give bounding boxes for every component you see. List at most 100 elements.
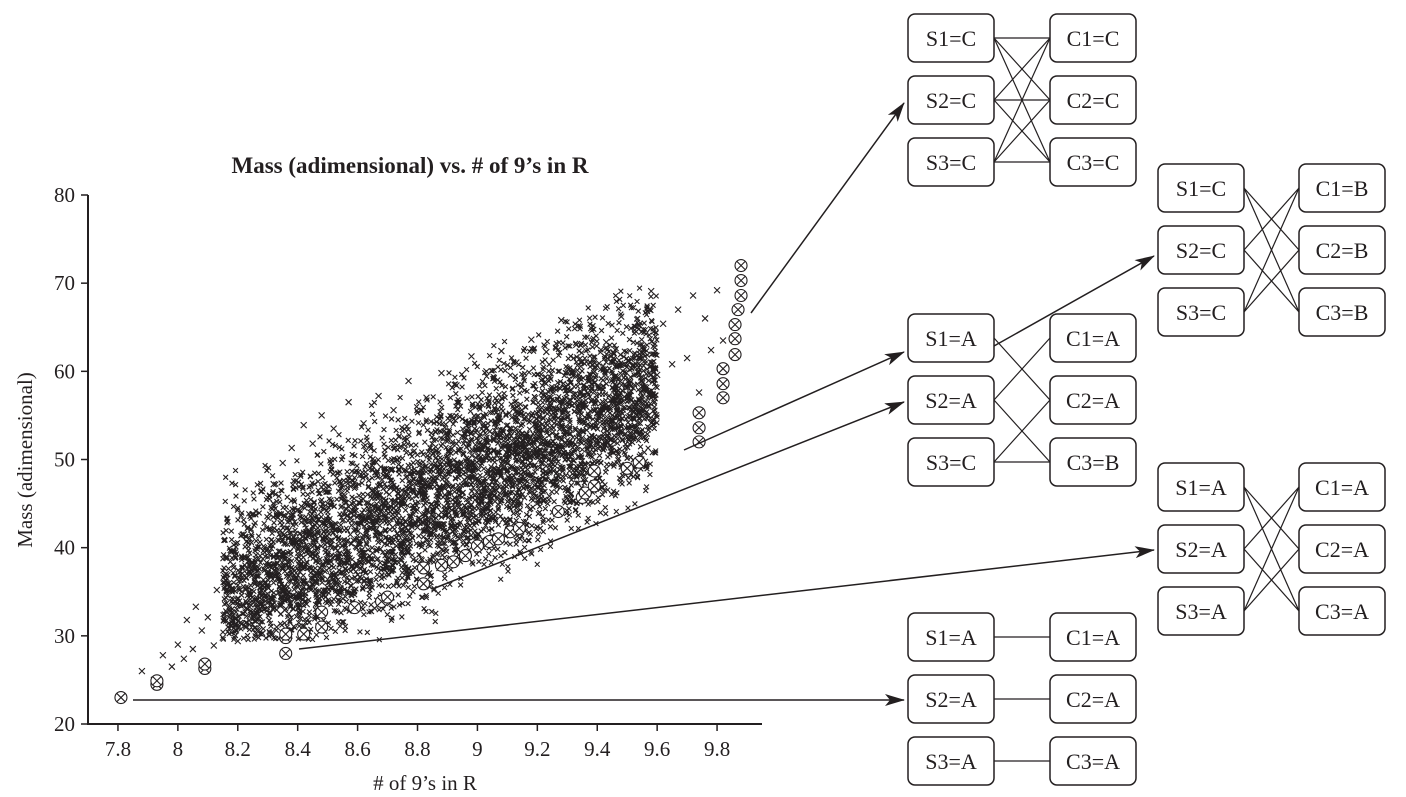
cloud-point: [279, 538, 286, 544]
cloud-point: [388, 516, 394, 523]
cloud-point: [617, 397, 623, 404]
cloud-point: [312, 601, 319, 608]
cloud-point: [290, 575, 296, 582]
cloud-point: [568, 525, 575, 532]
cloud-point: [562, 456, 569, 463]
cloud-point: [281, 562, 287, 568]
cloud-point: [333, 608, 340, 614]
cloud-point: [289, 540, 295, 547]
cloud-point: [263, 536, 270, 543]
cloud-point: [303, 525, 310, 531]
cloud-point: [486, 550, 492, 557]
cloud-point: [600, 447, 607, 453]
cloud-point: [512, 449, 519, 456]
cloud-point: [352, 437, 358, 444]
cloud-point: [491, 342, 497, 349]
cloud-point: [632, 501, 638, 507]
x-tick-label: 9.8: [704, 737, 730, 761]
cloud-point: [600, 430, 607, 437]
cloud-point: [406, 593, 413, 599]
cloud-point: [396, 467, 402, 474]
cloud-point: [652, 365, 659, 371]
cloud-point: [426, 480, 432, 487]
cloud-point: [476, 383, 483, 389]
cloud-point: [374, 571, 381, 578]
cloud-point: [521, 495, 528, 501]
cloud-point: [647, 461, 654, 467]
cloud-point: [400, 521, 406, 528]
cloud-point: [352, 536, 359, 543]
cloud-point: [428, 537, 434, 543]
cloud-point: [367, 568, 374, 575]
cloud-point: [486, 527, 492, 534]
cloud-point: [498, 552, 504, 559]
cloud-point: [275, 515, 281, 521]
cloud-point: [584, 519, 590, 525]
x-tick-label: 9.2: [524, 737, 550, 761]
cloud-point: [551, 453, 558, 460]
cloud-point: [432, 500, 439, 507]
cloud-point: [483, 471, 490, 477]
cloud-point: [414, 410, 421, 416]
cloud-point: [322, 587, 329, 594]
cloud-point: [542, 445, 549, 451]
cloud-point: [424, 506, 431, 513]
cloud-point: [405, 550, 411, 556]
cloud-point: [334, 496, 340, 503]
cloud-point: [565, 410, 571, 417]
cloud-point: [397, 520, 404, 526]
cloud-point: [605, 454, 611, 460]
cloud-point: [420, 404, 427, 411]
cloud-point: [364, 513, 371, 520]
cloud-point: [402, 488, 408, 494]
cloud-point: [581, 391, 588, 398]
cloud-point: [317, 569, 323, 576]
cloud-point: [434, 488, 441, 494]
cloud-point: [413, 442, 419, 448]
cloud-point: [410, 588, 416, 595]
cloud-point: [511, 449, 517, 456]
cloud-point: [335, 597, 342, 603]
cloud-point: [590, 401, 597, 407]
cloud-point: [307, 513, 314, 519]
cloud-point: [602, 504, 609, 511]
cloud-point: [361, 507, 367, 513]
cloud-point: [351, 507, 358, 514]
cloud-point: [384, 484, 390, 490]
cloud-point: [643, 484, 650, 490]
cloud-point: [635, 308, 642, 314]
cloud-point: [547, 467, 554, 474]
cloud-point: [349, 460, 356, 467]
cloud-point: [264, 467, 270, 474]
cloud-point: [336, 538, 342, 545]
cloud-point: [627, 425, 633, 432]
cloud-point: [280, 549, 286, 556]
cloud-point: [482, 475, 488, 482]
cloud-point: [583, 436, 590, 443]
cloud-point: [549, 449, 555, 455]
cloud-point: [334, 470, 341, 476]
cloud-point: [492, 554, 498, 561]
cloud-point: [278, 563, 284, 570]
cloud-point: [471, 421, 477, 427]
cloud-point: [648, 338, 655, 345]
cloud-point: [492, 420, 499, 427]
cloud-point: [251, 636, 258, 642]
x-tick-label: 8.6: [344, 737, 370, 761]
cloud-point: [592, 400, 599, 407]
cloud-point: [337, 485, 344, 492]
cloud-point: [225, 565, 232, 572]
cloud-point: [461, 430, 468, 436]
cloud-point: [244, 566, 251, 572]
cloud-point: [353, 568, 359, 575]
cloud-point: [375, 456, 382, 463]
cloud-point: [565, 343, 572, 349]
cloud-point: [532, 469, 538, 475]
cloud-point: [498, 366, 504, 373]
cloud-point: [367, 445, 374, 452]
cloud-point: [560, 468, 566, 474]
cloud-point: [423, 608, 429, 615]
cloud-point: [626, 336, 633, 343]
cloud-point: [479, 402, 486, 409]
cloud-point: [384, 471, 390, 478]
